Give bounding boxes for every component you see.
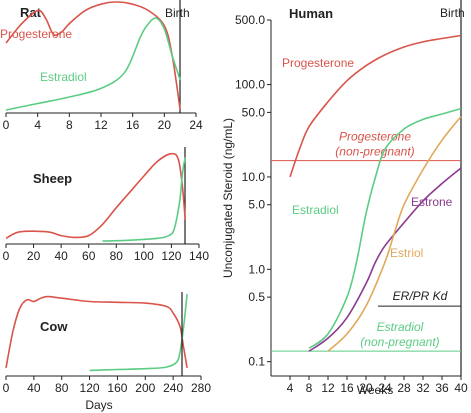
human-y-tick-label: 0.1: [248, 355, 265, 369]
cow-x-tick-label: 80: [55, 381, 69, 395]
cow-x-tick-label: 160: [107, 381, 127, 395]
human-y-tick-label: 50.0: [242, 105, 266, 119]
human-progesterone-line: [289, 34, 462, 178]
human-x-tick-label: 24: [378, 381, 392, 395]
rat-x-tick-label: 12: [94, 118, 108, 132]
days-label: Days: [85, 398, 112, 412]
rat-progesterone-label: Progesterone: [0, 27, 72, 41]
human-x-tick-label: 16: [340, 381, 354, 395]
human-y-tick-label: 1.0: [248, 262, 265, 276]
human-birth-label: Birth: [440, 6, 465, 20]
human-estrone-label: Estrone: [411, 195, 453, 209]
human-estradiol-line: [308, 107, 462, 349]
cow-x-tick-label: 240: [163, 381, 183, 395]
sheep-progesterone-line: [5, 152, 186, 240]
cow-progesterone-line: [5, 295, 188, 369]
sheep-panel: Sheep: [6, 147, 199, 245]
sheep-x-tick-label: 40: [54, 249, 68, 263]
cow-x-tick-label: 0: [3, 381, 10, 395]
human-y-tick-label: 5.0: [248, 198, 265, 212]
human-estradiol-label: Estradiol: [292, 203, 339, 217]
rat-x-tick-label: 4: [34, 118, 41, 132]
rat-x-tick-label: 20: [158, 118, 172, 132]
sheep-x-tick-label: 80: [110, 249, 124, 263]
cow-estradiol-line: [89, 294, 188, 372]
human-x-tick-label: 28: [397, 381, 411, 395]
human-x-tick-label: 36: [435, 381, 449, 395]
cow-x-tick-label: 280: [191, 381, 211, 395]
human-x-label: Weeks: [357, 383, 393, 397]
sheep-x-tick-label: 120: [161, 249, 181, 263]
rat-estradiol-line: [5, 17, 181, 111]
human-er-pr-kd-label: ER/PR Kd: [393, 289, 448, 303]
human-y-tick-label: 10.0: [242, 170, 266, 184]
cow-title: Cow: [40, 319, 68, 334]
sheep-estradiol-line: [102, 157, 186, 242]
human-y-tick-label: 500.0: [235, 13, 265, 27]
human-x-tick-label: 12: [321, 381, 335, 395]
human-y-tick-label: 100.0: [235, 78, 265, 92]
sheep-x-tick-label: 20: [27, 249, 41, 263]
sheep-x-tick-label: 60: [82, 249, 96, 263]
human-estriol-label: Estriol: [390, 246, 423, 260]
sheep-x-tick-label: 0: [3, 249, 10, 263]
rat-birth-label: Birth: [165, 6, 190, 20]
cow-x-tick-label: 40: [27, 381, 41, 395]
rat-x-tick-label: 16: [126, 118, 140, 132]
rat-x-tick-label: 24: [189, 118, 203, 132]
rat-x-tick-label: 8: [66, 118, 73, 132]
rat-title: Rat: [20, 5, 42, 20]
cow-panel: Cow Days: [6, 319, 201, 412]
human-y-tick-label: 0.5: [248, 290, 265, 304]
human-y-label: Unconjugated Steroid (ng/mL): [221, 118, 235, 278]
human-progesterone-label: Progesterone: [282, 56, 354, 70]
human-x-tick-label: 32: [416, 381, 430, 395]
cow-x-tick-label: 200: [135, 381, 155, 395]
human-progesterone-nonpregnant-label: (non-pregnant): [335, 145, 414, 159]
sheep-x-tick-label: 100: [134, 249, 154, 263]
human-estrone-line: [308, 167, 462, 352]
human-estradiol-nonpregnant-label: (non-pregnant): [360, 335, 439, 349]
rat-progesterone-line: [5, 1, 181, 111]
human-title: Human: [289, 6, 333, 21]
rat-estradiol-label: Estradiol: [40, 70, 87, 84]
human-progesterone-nonpregnant-label: Progesterone: [339, 130, 411, 144]
cow-x-tick-label: 120: [80, 381, 100, 395]
human-x-tick-label: 40: [454, 381, 468, 395]
sheep-x-tick-label: 140: [189, 249, 209, 263]
human-x-tick-label: 8: [306, 381, 313, 395]
rat-x-tick-label: 0: [3, 118, 10, 132]
sheep-title: Sheep: [33, 171, 72, 186]
human-estradiol-nonpregnant-label: Estradiol: [377, 320, 424, 334]
human-x-tick-label: 4: [287, 381, 294, 395]
human-x-tick-label: 20: [359, 381, 373, 395]
human-estriol-line: [327, 116, 462, 352]
